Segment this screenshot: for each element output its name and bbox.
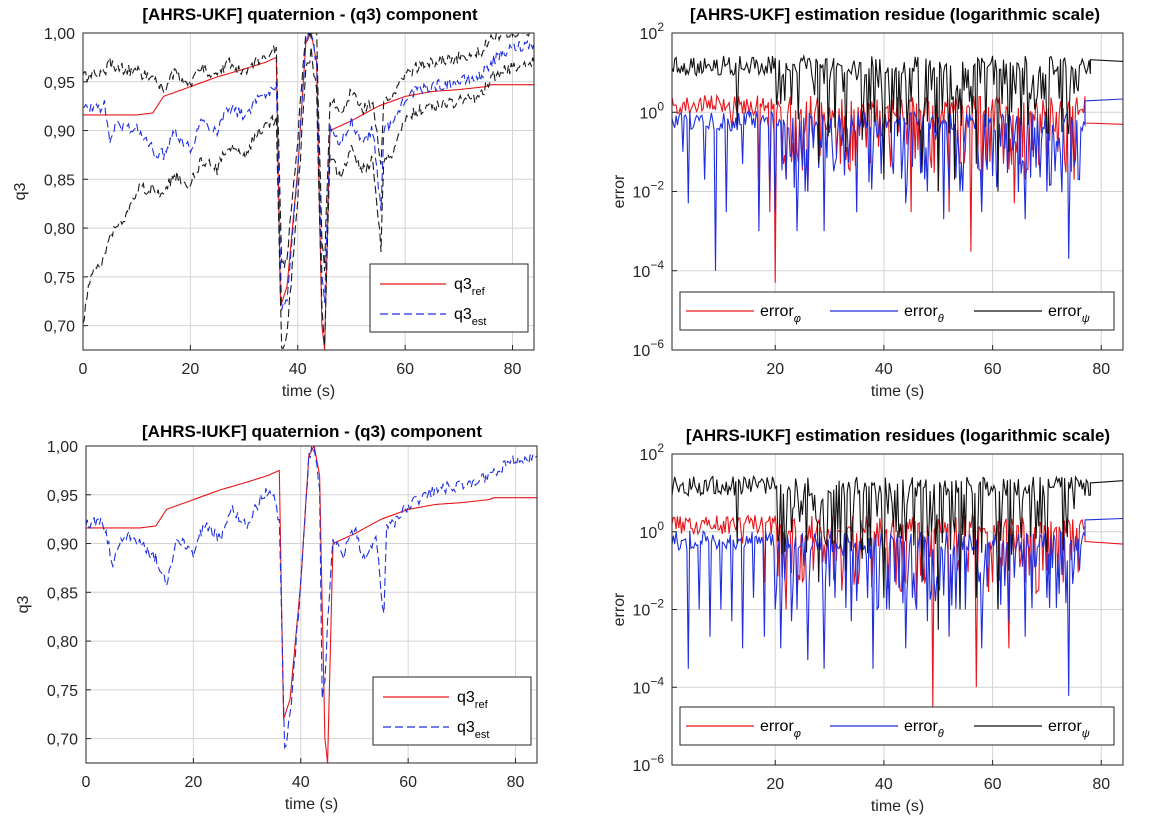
x-axis-label: time (s) bbox=[871, 383, 924, 400]
x-tick-label: 60 bbox=[396, 361, 414, 378]
series-line-q3-est bbox=[83, 33, 534, 311]
chart-panel-3: 0 20 40 60 80 0,70 0,75 0,80 0,85 0,90 0,95 1,00 [AH… bbox=[15, 422, 538, 813]
y-tick-label: 0,95 bbox=[47, 488, 78, 505]
chart-title: [AHRS-IUKF] quaternion - (q3) component bbox=[142, 422, 482, 441]
x-tick-label: 80 bbox=[1092, 361, 1110, 378]
axes-frame bbox=[82, 32, 535, 351]
y-tick-label: 0,75 bbox=[47, 683, 78, 700]
legend-label: q3est bbox=[457, 719, 489, 741]
legend: q3ref q3est bbox=[369, 263, 529, 333]
x-tick-label: 20 bbox=[184, 774, 202, 791]
chart-panel-1: 0 20 40 60 80 0,70 0,75 0,80 0,85 0,90 0,95 1,00 [AH… bbox=[12, 5, 535, 400]
y-tick-label: 0,85 bbox=[47, 585, 78, 602]
x-tick-label: 80 bbox=[1092, 776, 1110, 793]
y-tick-label: 10−4 bbox=[633, 674, 665, 697]
y-tick-label: 10−2 bbox=[633, 179, 665, 202]
x-tick-label: 80 bbox=[507, 774, 525, 791]
y-tick-label: 102 bbox=[640, 20, 665, 43]
series-line-upper-bound bbox=[83, 33, 534, 272]
y-axis-label: q3 bbox=[12, 183, 29, 201]
y-tick-label: 0,75 bbox=[44, 270, 75, 287]
x-axis-label: time (s) bbox=[282, 383, 335, 400]
legend-label: errorφ bbox=[760, 303, 801, 325]
y-tick-label: 0,90 bbox=[47, 537, 78, 554]
y-tick-label: 10−4 bbox=[633, 258, 665, 281]
x-tick-label: 40 bbox=[875, 776, 893, 793]
series-line-error-psi bbox=[672, 54, 1123, 192]
legend-label: errorφ bbox=[760, 718, 801, 740]
y-tick-label: 10−2 bbox=[633, 597, 665, 620]
x-tick-label: 0 bbox=[79, 361, 88, 378]
y-tick-label: 0,95 bbox=[44, 75, 75, 92]
x-tick-label: 60 bbox=[984, 361, 1002, 378]
y-tick-label: 100 bbox=[640, 519, 665, 542]
series-line-error-psi bbox=[672, 475, 1123, 630]
x-tick-label: 20 bbox=[766, 776, 784, 793]
x-axis-label: time (s) bbox=[871, 798, 924, 815]
chart-panel-2: 20 40 60 80 10−6 10−4 10−2 100 102 [AHRS-UKF] est… bbox=[611, 5, 1124, 400]
series-line-lower-bound bbox=[83, 46, 534, 350]
y-tick-label: 0,80 bbox=[47, 634, 78, 651]
legend-label: errorθ bbox=[904, 303, 944, 325]
legend: errorφ errorθ errorψ bbox=[679, 706, 1115, 746]
chart-title: [AHRS-UKF] quaternion - (q3) component bbox=[142, 5, 478, 24]
y-tick-label: 10−6 bbox=[633, 752, 665, 775]
legend-box bbox=[372, 676, 532, 746]
legend-box bbox=[369, 263, 529, 333]
x-axis-label: time (s) bbox=[285, 796, 338, 813]
legend: errorφ errorθ errorψ bbox=[679, 291, 1115, 331]
series-line-error-phi bbox=[672, 513, 1123, 708]
legend-label: errorψ bbox=[1048, 303, 1090, 325]
legend-label: q3est bbox=[454, 306, 486, 328]
y-tick-label: 0,85 bbox=[44, 172, 75, 189]
x-tick-label: 40 bbox=[289, 361, 307, 378]
series-group bbox=[86, 446, 537, 763]
chart-panel-4: 20 40 60 80 10−6 10−4 10−2 100 102 [AHRS-IUKF] es… bbox=[611, 426, 1124, 815]
y-tick-label: 1,00 bbox=[44, 26, 75, 43]
y-tick-label: 100 bbox=[640, 99, 665, 122]
legend-label: q3ref bbox=[457, 689, 489, 711]
x-tick-label: 0 bbox=[82, 774, 91, 791]
chart-title: [AHRS-UKF] estimation residue (logarithm… bbox=[690, 5, 1100, 24]
series-group bbox=[83, 33, 534, 350]
series-line-q3-est bbox=[86, 446, 537, 750]
x-tick-label: 80 bbox=[504, 361, 522, 378]
series-line-error-phi bbox=[672, 93, 1123, 283]
y-axis-label: error bbox=[611, 592, 628, 626]
legend-label: errorψ bbox=[1048, 718, 1090, 740]
series-group bbox=[672, 54, 1123, 283]
series-line-q3-ref bbox=[83, 33, 534, 350]
y-tick-label: 0,70 bbox=[47, 732, 78, 749]
y-axis-label: error bbox=[611, 174, 628, 208]
series-group bbox=[672, 475, 1123, 708]
y-tick-label: 0,70 bbox=[44, 319, 75, 336]
legend: q3ref q3est bbox=[372, 676, 532, 746]
y-tick-label: 10−6 bbox=[633, 337, 665, 360]
x-tick-label: 60 bbox=[399, 774, 417, 791]
series-line-error-theta bbox=[672, 98, 1123, 271]
y-tick-label: 1,00 bbox=[47, 439, 78, 456]
x-tick-label: 60 bbox=[984, 776, 1002, 793]
x-tick-label: 40 bbox=[292, 774, 310, 791]
axes-frame bbox=[85, 445, 538, 764]
y-tick-label: 0,80 bbox=[44, 221, 75, 238]
legend-label: errorθ bbox=[904, 718, 944, 740]
x-tick-label: 20 bbox=[766, 361, 784, 378]
x-tick-label: 20 bbox=[181, 361, 199, 378]
y-tick-label: 102 bbox=[640, 441, 665, 464]
y-axis-label: q3 bbox=[15, 596, 32, 614]
y-tick-label: 0,90 bbox=[44, 124, 75, 141]
legend-label: q3ref bbox=[454, 276, 486, 298]
chart-title: [AHRS-IUKF] estimation residues (logarit… bbox=[686, 426, 1110, 445]
series-line-error-theta bbox=[672, 517, 1123, 696]
x-tick-label: 40 bbox=[875, 361, 893, 378]
